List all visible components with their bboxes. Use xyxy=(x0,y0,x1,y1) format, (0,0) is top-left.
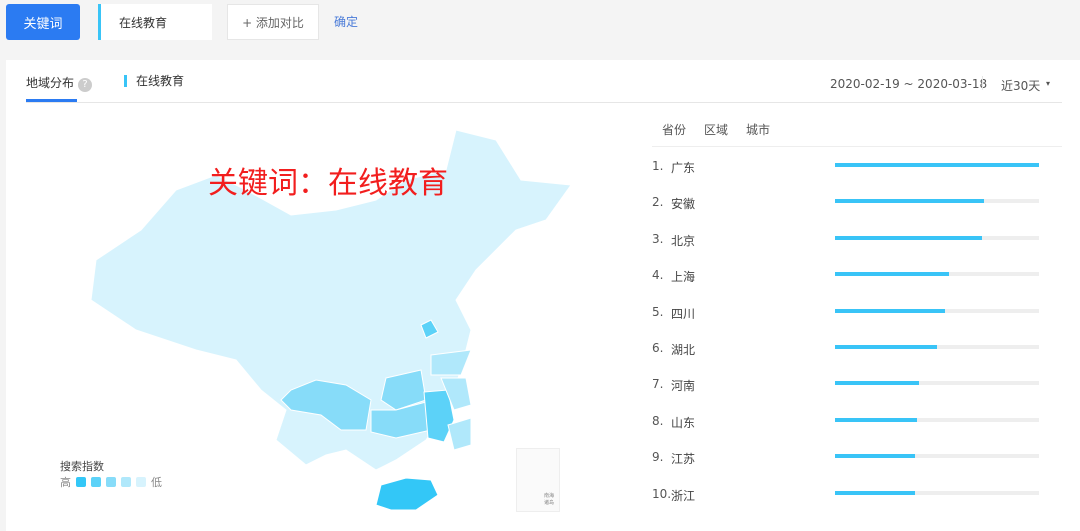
ranking-row: 9. 江苏 xyxy=(652,450,1062,470)
province-name: 广东 xyxy=(671,161,696,175)
keyword-input[interactable]: 在线教育 xyxy=(98,4,212,40)
subtab-city[interactable]: 城市 xyxy=(746,123,771,137)
ranking-row: 4. 上海 xyxy=(652,268,1062,288)
province-jiangsu xyxy=(440,377,472,411)
rank-number: 10. xyxy=(652,486,672,501)
province-guangdong xyxy=(375,477,439,511)
legend: 高 低 xyxy=(60,474,162,490)
bar-track xyxy=(835,272,1039,277)
province-name: 河南 xyxy=(671,379,696,394)
province-name: 安徽 xyxy=(671,197,696,212)
bar-track xyxy=(835,490,1039,495)
keyword-button[interactable]: 关键词 xyxy=(6,4,80,40)
bar-fill xyxy=(835,417,917,422)
rank-number: 8. xyxy=(652,413,664,428)
province-name: 浙江 xyxy=(671,488,696,503)
legend-swatch xyxy=(91,477,101,487)
province-name: 山东 xyxy=(671,415,696,430)
bar-track xyxy=(835,235,1039,240)
rank-number: 4. xyxy=(652,268,664,283)
ranking-row: 3. 北京 xyxy=(652,232,1062,252)
bar-track xyxy=(835,381,1039,386)
rank-number: 1. xyxy=(652,159,664,173)
province-name: 上海 xyxy=(671,270,696,285)
legend-low: 低 xyxy=(151,476,162,489)
tab-label: 地域分布 xyxy=(26,76,75,90)
ranking-row: 10. 浙江 xyxy=(652,487,1062,507)
legend-high: 高 xyxy=(60,476,71,489)
rank-number: 2. xyxy=(652,195,664,210)
divider xyxy=(982,76,983,90)
period-select[interactable]: 近30天 xyxy=(1001,79,1041,93)
province-henan xyxy=(380,369,427,411)
rank-number: 7. xyxy=(652,377,664,392)
province-beijing xyxy=(420,319,439,339)
bar-track xyxy=(835,163,1039,167)
south-china-sea-inset: 南海诸岛 xyxy=(516,448,560,512)
bar-track xyxy=(835,345,1039,349)
rank-number: 3. xyxy=(652,231,664,246)
overlay-title: 关键词：在线教育 xyxy=(208,166,448,201)
province-name: 四川 xyxy=(671,306,696,321)
region-subtabs: 省份 区域 城市 xyxy=(662,121,770,138)
caret-down-icon[interactable]: ▾ xyxy=(1046,79,1051,88)
bar-fill xyxy=(835,381,919,386)
bar-fill xyxy=(835,454,915,459)
inset-label: 南海诸岛 xyxy=(544,493,555,506)
bar-track xyxy=(835,454,1039,459)
help-icon[interactable]: ? xyxy=(78,78,93,92)
ranking-row: 6. 湖北 xyxy=(652,341,1062,361)
ranking-row: 5. 四川 xyxy=(652,305,1062,325)
legend-title: 搜索指数 xyxy=(60,460,104,473)
legend-swatch xyxy=(121,477,131,487)
legend-swatch xyxy=(106,477,116,487)
china-map xyxy=(90,129,572,511)
ranking-row: 7. 河南 xyxy=(652,377,1062,397)
subtab-province[interactable]: 省份 xyxy=(662,123,687,137)
bar-fill xyxy=(835,235,982,240)
bar-fill xyxy=(835,163,1039,167)
bar-fill xyxy=(835,272,950,277)
add-compare-button[interactable]: + 添加对比 xyxy=(227,4,319,40)
rank-number: 5. xyxy=(652,304,664,319)
bar-track xyxy=(835,199,1039,204)
bar-fill xyxy=(835,490,915,495)
legend-swatch xyxy=(76,477,86,487)
ranking-row: 8. 山东 xyxy=(652,414,1062,434)
bar-fill xyxy=(835,345,937,349)
subtab-area[interactable]: 区域 xyxy=(704,123,729,137)
province-name: 湖北 xyxy=(671,343,696,357)
province-shandong xyxy=(430,349,472,376)
bar-fill xyxy=(835,199,984,204)
divider xyxy=(652,146,1062,147)
province-sichuan xyxy=(280,379,372,431)
region-panel: 地域分布? 在线教育 2020-02-19 ~ 2020-03-18 近30天 … xyxy=(6,60,1080,531)
active-tab-indicator xyxy=(26,99,77,102)
province-name: 北京 xyxy=(671,233,696,248)
bar-track xyxy=(835,308,1039,313)
date-range: 2020-02-19 ~ 2020-03-18 xyxy=(830,77,988,91)
legend-swatch xyxy=(136,477,146,487)
province-zhejiang xyxy=(447,417,472,451)
confirm-link[interactable]: 确定 xyxy=(334,15,359,29)
bar-track xyxy=(835,417,1039,422)
series-label: 在线教育 xyxy=(124,75,184,87)
rank-number: 6. xyxy=(652,341,664,355)
ranking-row: 2. 安徽 xyxy=(652,195,1062,215)
tab-region[interactable]: 地域分布? xyxy=(26,74,93,92)
divider xyxy=(26,102,1062,103)
ranking-row: 1. 广东 xyxy=(652,159,1062,179)
bar-fill xyxy=(835,308,946,313)
province-name: 江苏 xyxy=(671,452,696,467)
rank-number: 9. xyxy=(652,450,664,465)
